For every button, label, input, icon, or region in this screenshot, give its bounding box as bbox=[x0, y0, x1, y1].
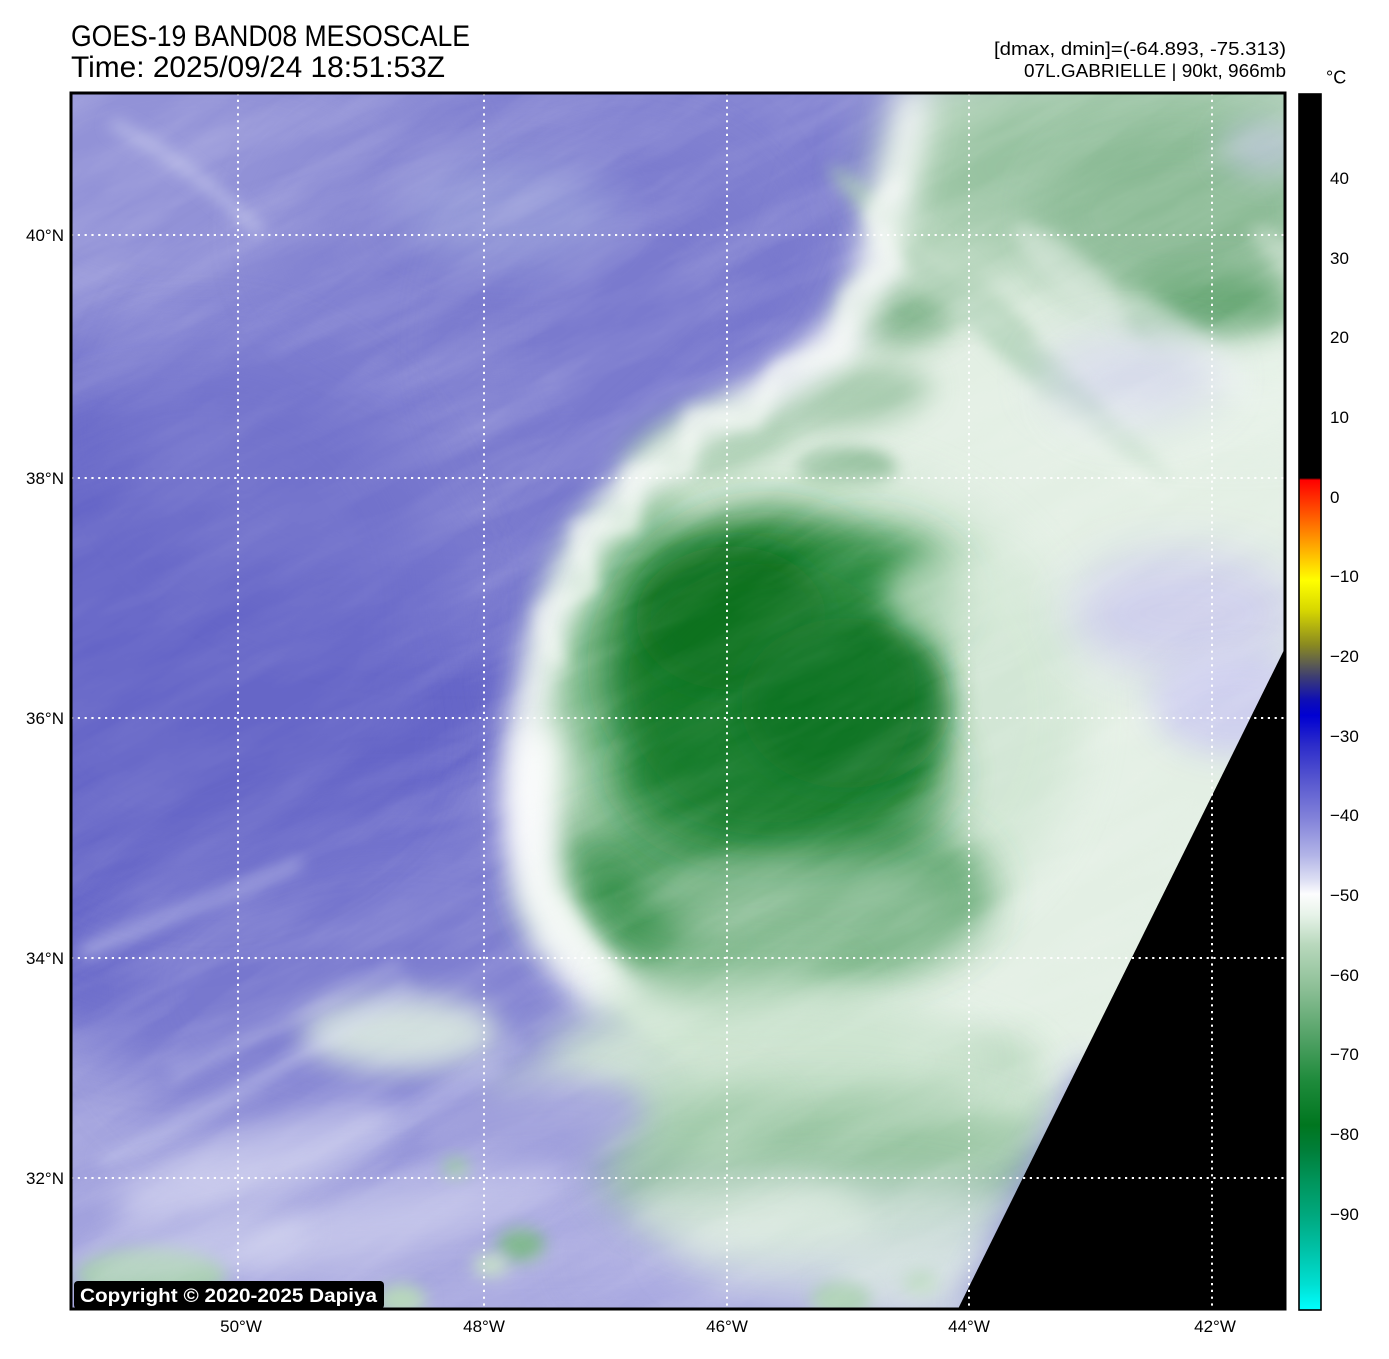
svg-text:30: 30 bbox=[1330, 249, 1349, 268]
svg-text:−60: −60 bbox=[1330, 966, 1359, 985]
svg-text:40: 40 bbox=[1330, 169, 1349, 188]
svg-text:[dmax, dmin]=(-64.893, -75.313: [dmax, dmin]=(-64.893, -75.313) bbox=[994, 38, 1286, 59]
svg-text:20: 20 bbox=[1330, 328, 1349, 347]
svg-text:44°W: 44°W bbox=[948, 1317, 990, 1336]
svg-text:GOES-19 BAND08 MESOSCALE: GOES-19 BAND08 MESOSCALE bbox=[71, 20, 470, 53]
svg-text:−30: −30 bbox=[1330, 727, 1359, 746]
svg-text:−10: −10 bbox=[1330, 567, 1359, 586]
svg-text:38°N: 38°N bbox=[26, 469, 64, 488]
svg-text:0: 0 bbox=[1330, 488, 1339, 507]
svg-text:−90: −90 bbox=[1330, 1205, 1359, 1224]
svg-text:°C: °C bbox=[1326, 68, 1346, 88]
svg-text:40°N: 40°N bbox=[26, 226, 64, 245]
svg-text:46°W: 46°W bbox=[706, 1317, 748, 1336]
svg-text:−40: −40 bbox=[1330, 806, 1359, 825]
svg-text:−20: −20 bbox=[1330, 647, 1359, 666]
svg-text:42°W: 42°W bbox=[1194, 1317, 1236, 1336]
svg-text:Copyright © 2020-2025 Dapiya: Copyright © 2020-2025 Dapiya bbox=[80, 1285, 377, 1307]
svg-text:−80: −80 bbox=[1330, 1125, 1359, 1144]
svg-text:10: 10 bbox=[1330, 408, 1349, 427]
svg-text:34°N: 34°N bbox=[26, 949, 64, 968]
svg-text:50°W: 50°W bbox=[220, 1317, 262, 1336]
svg-text:48°W: 48°W bbox=[463, 1317, 505, 1336]
svg-text:−50: −50 bbox=[1330, 886, 1359, 905]
svg-text:32°N: 32°N bbox=[26, 1169, 64, 1188]
svg-text:Time: 2025/09/24 18:51:53Z: Time: 2025/09/24 18:51:53Z bbox=[71, 51, 445, 84]
svg-text:36°N: 36°N bbox=[26, 709, 64, 728]
svg-text:−70: −70 bbox=[1330, 1045, 1359, 1064]
svg-text:07L.GABRIELLE | 90kt, 966mb: 07L.GABRIELLE | 90kt, 966mb bbox=[1024, 60, 1286, 81]
